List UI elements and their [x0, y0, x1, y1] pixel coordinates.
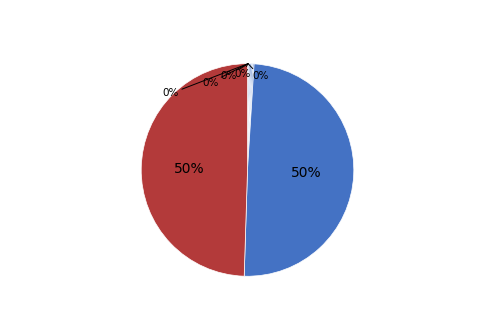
Wedge shape: [248, 64, 249, 170]
Wedge shape: [248, 64, 254, 170]
Text: 50%: 50%: [291, 166, 321, 180]
Text: 0%: 0%: [220, 64, 248, 81]
Wedge shape: [244, 64, 354, 276]
Text: 50%: 50%: [174, 162, 204, 176]
Text: 0%: 0%: [163, 64, 248, 99]
Wedge shape: [248, 64, 250, 170]
Wedge shape: [248, 64, 253, 170]
Text: 0%: 0%: [234, 64, 250, 79]
Text: 0%: 0%: [248, 64, 268, 81]
Wedge shape: [141, 64, 248, 276]
Text: 0%: 0%: [202, 64, 248, 88]
Wedge shape: [248, 64, 251, 170]
